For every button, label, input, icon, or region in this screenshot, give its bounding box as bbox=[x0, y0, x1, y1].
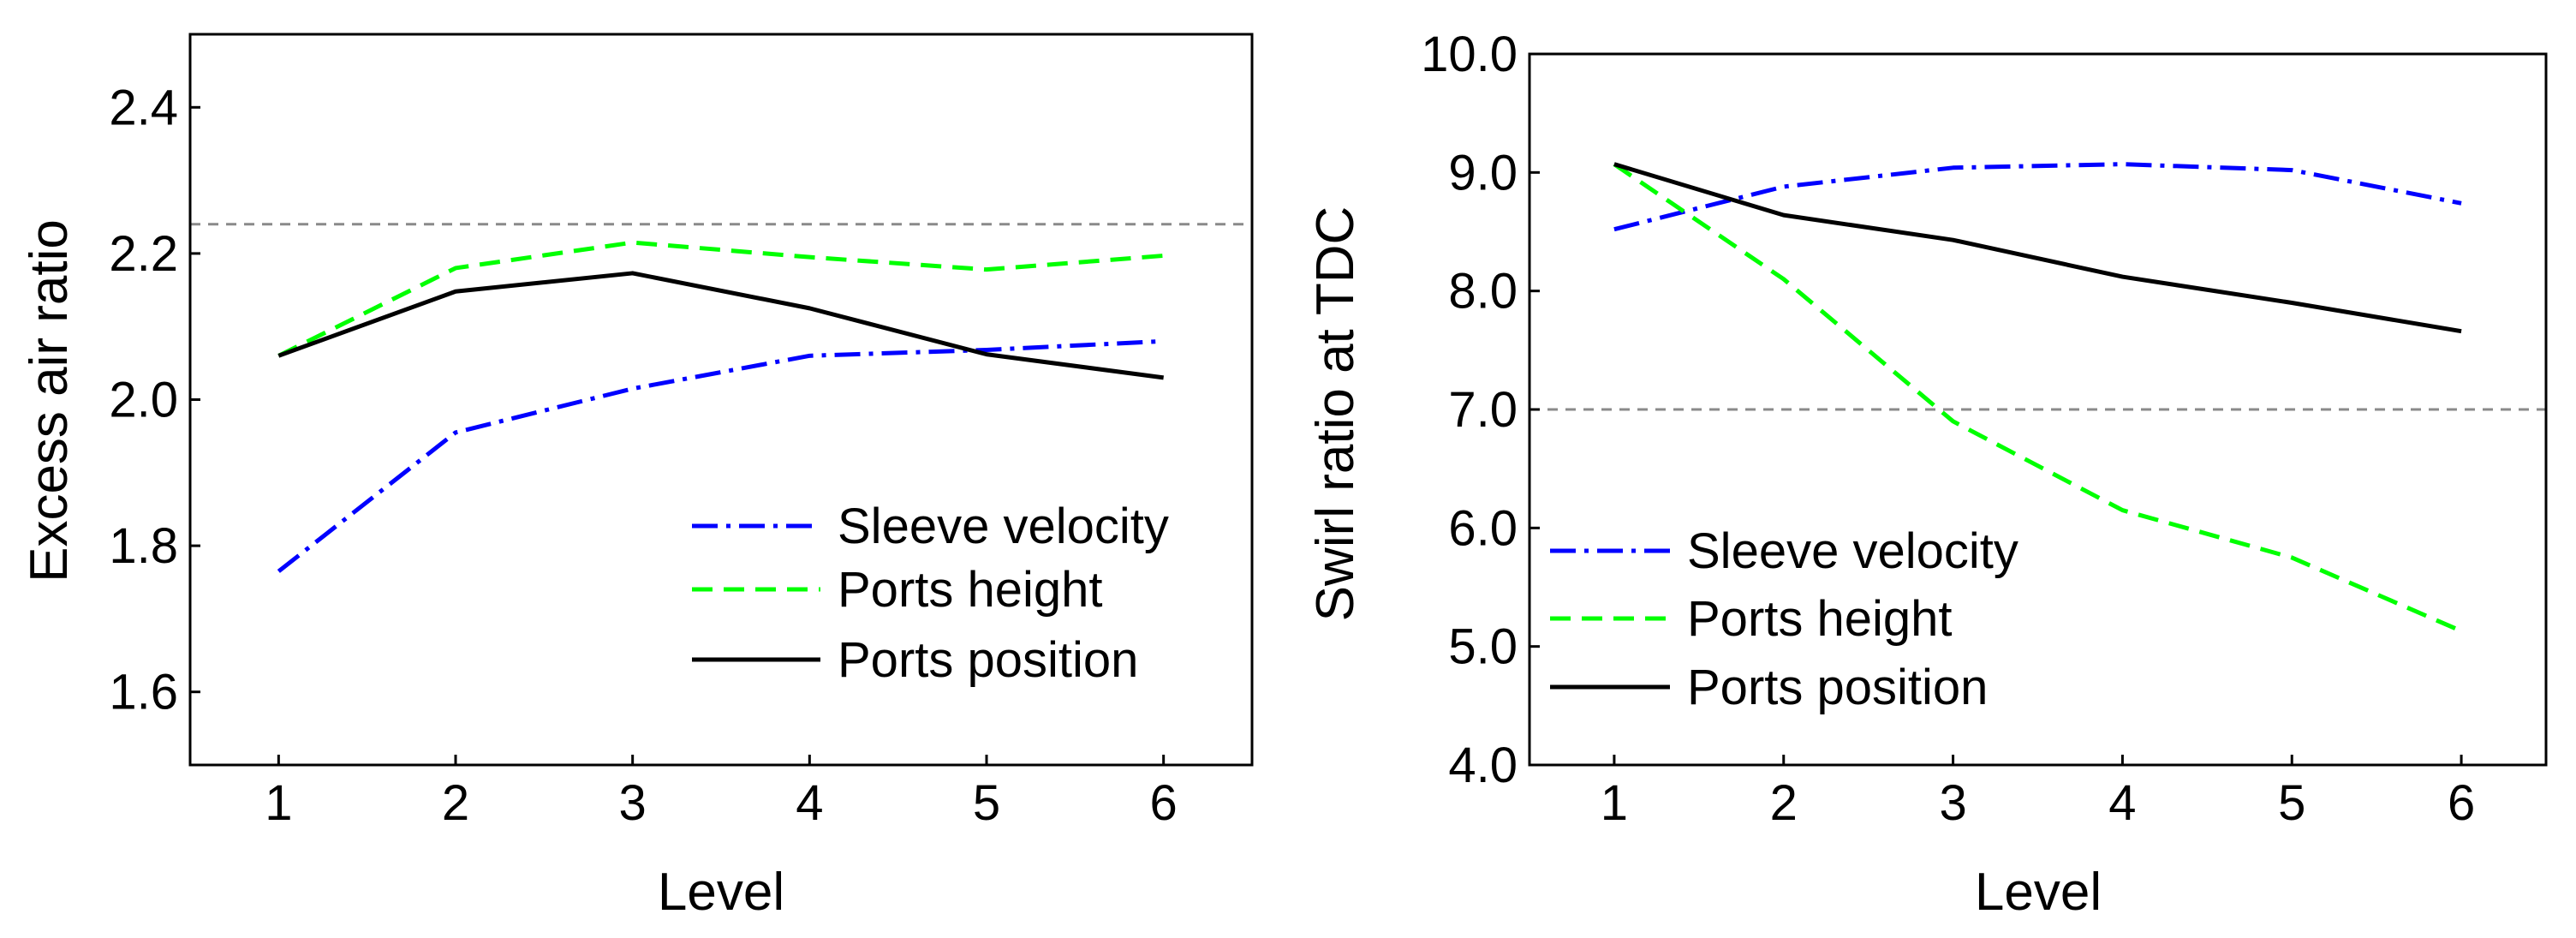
x-tick-label: 4 bbox=[2108, 775, 2136, 831]
y-tick-label: 1.6 bbox=[109, 665, 178, 720]
y-tick-label: 2.2 bbox=[109, 226, 178, 282]
x-tick-label: 4 bbox=[796, 775, 823, 831]
series-layer bbox=[1613, 162, 2463, 633]
y-tick-label: 9.0 bbox=[1448, 145, 1518, 200]
y-tick-label: 4.0 bbox=[1448, 738, 1518, 793]
series-line-ports-height bbox=[1613, 162, 2463, 633]
y-axis-title: Excess air ratio bbox=[20, 219, 79, 583]
series-line-sleeve-velocity bbox=[1613, 162, 2462, 232]
y-tick-label: 7.0 bbox=[1448, 382, 1518, 438]
legend-label-ports-height: Ports height bbox=[1687, 591, 1953, 647]
y-tick-label: 10.0 bbox=[1421, 27, 1518, 82]
y-axis-title: Swirl ratio at TDC bbox=[1306, 206, 1365, 622]
legend: Sleeve velocity Ports height Ports posit… bbox=[1550, 523, 2018, 715]
series-line-ports-position bbox=[277, 271, 1164, 380]
y-tick-label: 6.0 bbox=[1448, 500, 1518, 556]
series-line-ports-height bbox=[277, 240, 1164, 358]
x-tick-label: 6 bbox=[1150, 775, 1178, 831]
x-tick-label: 5 bbox=[2278, 775, 2305, 831]
x-axis-title: Level bbox=[658, 863, 784, 922]
x-tick-label: 2 bbox=[1770, 775, 1798, 831]
x-tick-label: 3 bbox=[1939, 775, 1966, 831]
axis-ticks: 1 2 3 4 5 6 1.6 1.8 2.0 2.2 2.4 bbox=[109, 80, 1177, 831]
legend-label-sleeve-velocity: Sleeve velocity bbox=[1687, 523, 2018, 579]
legend-label-ports-height: Ports height bbox=[838, 562, 1103, 618]
x-tick-label: 1 bbox=[1601, 775, 1628, 831]
swirl-ratio-chart: 1 2 3 4 5 6 4.0 5.0 6.0 7.0 8.0 9.0 10.0 Level Swirl… bbox=[1306, 27, 2548, 922]
legend-label-ports-position: Ports position bbox=[838, 632, 1138, 688]
axis-ticks: 1 2 3 4 5 6 4.0 5.0 6.0 7.0 8.0 9.0 10.0 bbox=[1421, 27, 2475, 831]
x-tick-label: 2 bbox=[442, 775, 469, 831]
legend-label-ports-position: Ports position bbox=[1687, 660, 1988, 715]
series-line-ports-position bbox=[1613, 162, 2462, 334]
legend-label-sleeve-velocity: Sleeve velocity bbox=[838, 499, 1169, 554]
x-axis-title: Level bbox=[1975, 863, 2102, 922]
y-tick-label: 2.0 bbox=[109, 373, 178, 428]
legend: Sleeve velocity Ports height Ports posit… bbox=[692, 499, 1169, 688]
y-tick-label: 8.0 bbox=[1448, 264, 1518, 320]
y-tick-label: 2.4 bbox=[109, 80, 178, 135]
x-tick-label: 5 bbox=[973, 775, 1000, 831]
excess-air-ratio-chart: 1 2 3 4 5 6 1.6 1.8 2.0 2.2 2.4 Level Excess air r… bbox=[20, 33, 1254, 922]
y-tick-label: 5.0 bbox=[1448, 619, 1518, 675]
series-layer bbox=[277, 240, 1164, 573]
x-tick-label: 6 bbox=[2448, 775, 2475, 831]
y-tick-label: 1.8 bbox=[109, 518, 178, 574]
x-tick-label: 1 bbox=[265, 775, 292, 831]
x-tick-label: 3 bbox=[619, 775, 647, 831]
